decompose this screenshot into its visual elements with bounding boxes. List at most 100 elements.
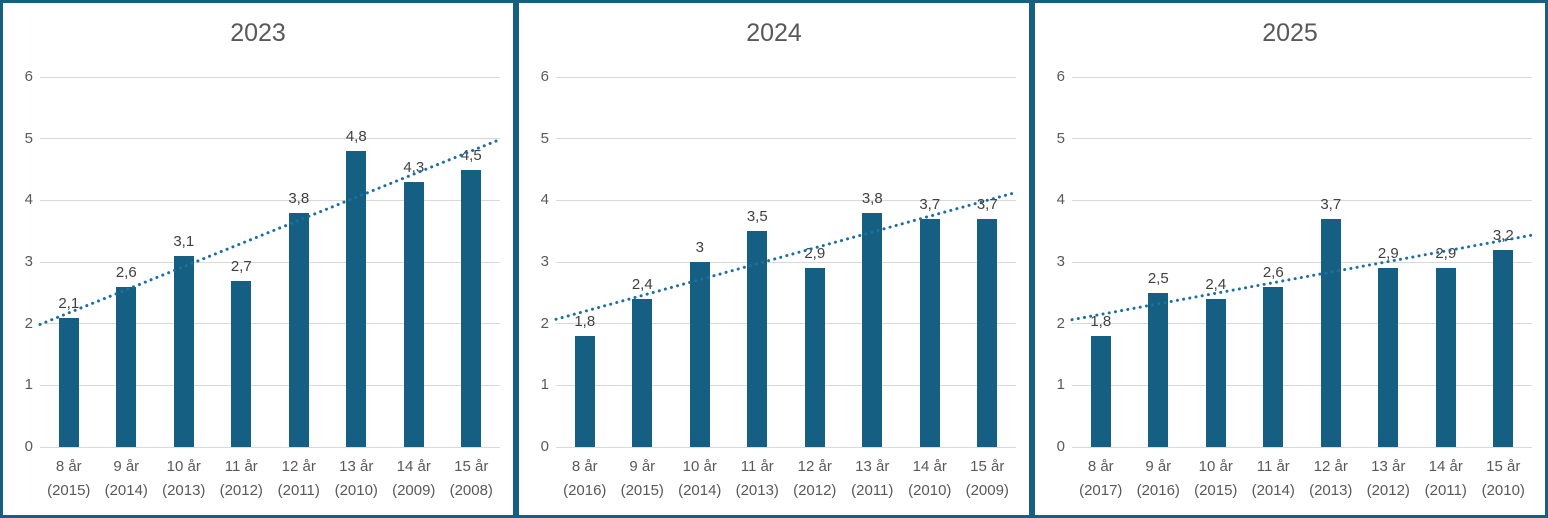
bar-13-år[interactable] <box>1378 268 1399 447</box>
x-axis-label-age: 11 år <box>224 458 258 475</box>
x-axis-label-year: (2012) <box>1366 482 1410 499</box>
x-axis-label-year: (2012) <box>219 482 263 499</box>
gridline-y3 <box>556 261 1016 263</box>
y-axis-tick-label: 1 <box>24 376 33 394</box>
bar-8-år[interactable] <box>574 336 595 447</box>
bar-13-år[interactable] <box>346 151 367 447</box>
x-axis-label-age: 12 år <box>1313 458 1348 475</box>
bar-15-år[interactable] <box>1493 249 1514 447</box>
gridline-y1 <box>1072 384 1532 386</box>
data-label: 2,6 <box>115 263 137 281</box>
plot-area-2023: 2,1 2,6 3,1 2,7 3,8 4,8 4,3 4,5 <box>38 76 502 448</box>
chart-panel-2024[interactable]: 2024 1,8 2,4 3 3,5 2,9 3,8 3,7 3,7 0 1 2 3 4 5 6 8 år (… <box>516 0 1032 518</box>
bar-10-år[interactable] <box>689 262 710 447</box>
bar-12-år[interactable] <box>288 212 309 447</box>
y-axis-tick-label: 0 <box>24 438 33 455</box>
data-label: 2,9 <box>1377 245 1399 263</box>
y-axis-tick-label: 0 <box>1056 438 1065 455</box>
gridline-y6 <box>1072 76 1532 78</box>
x-axis-category-label: 8 år (2015) <box>47 455 90 503</box>
bar-11-år[interactable] <box>1263 286 1284 447</box>
bar-10-år[interactable] <box>1205 299 1226 447</box>
data-label: 2,7 <box>230 257 252 275</box>
x-axis-category-label: 10 år (2014) <box>678 455 721 503</box>
gridline-y5 <box>40 138 500 140</box>
x-axis-label-age: 8 år <box>571 458 598 475</box>
data-label: 4,8 <box>345 128 367 145</box>
x-axis-category-label: 8 år (2017) <box>1079 455 1122 503</box>
bar-14-år[interactable] <box>919 218 940 447</box>
data-label: 3,8 <box>861 189 883 207</box>
bar-13-år[interactable] <box>862 212 883 447</box>
y-axis-tick-label: 3 <box>540 253 549 270</box>
data-label: 3,1 <box>173 232 195 250</box>
bar-14-år[interactable] <box>1435 268 1456 447</box>
x-axis-label-year: (2017) <box>1079 482 1123 499</box>
bar-15-år[interactable] <box>977 218 998 447</box>
x-axis-label-year: (2013) <box>735 482 779 499</box>
x-axis-category-label: 11 år (2014) <box>1252 455 1295 503</box>
x-axis-label-year: (2016) <box>563 482 607 499</box>
x-axis-label-age: 9 år <box>113 458 140 475</box>
plot-area-2024: 1,8 2,4 3 3,5 2,9 3,8 3,7 3,7 <box>554 76 1018 448</box>
x-axis-category-label: 10 år (2015) <box>1194 455 1237 503</box>
y-axis-tick-label: 1 <box>1056 376 1065 394</box>
x-axis-category-label: 14 år (2011) <box>1425 455 1467 503</box>
x-axis-label-year: (2016) <box>1136 482 1180 499</box>
gridline-y4 <box>1072 199 1532 201</box>
chart-title-2023: 2023 <box>230 19 286 47</box>
y-axis-tick-label: 6 <box>540 68 549 85</box>
data-label: 2,4 <box>631 276 653 293</box>
data-label: 1,8 <box>574 313 596 330</box>
x-axis-category-label: 13 år (2010) <box>335 455 378 503</box>
x-axis-category-label: 15 år (2009) <box>966 455 1009 503</box>
x-axis-label-age: 13 år <box>339 458 374 475</box>
trendline-dotted <box>554 190 1018 321</box>
x-axis-label-age: 12 år <box>797 458 832 475</box>
x-axis-category-label: 9 år (2016) <box>1137 455 1180 503</box>
bar-12-år[interactable] <box>1320 218 1341 447</box>
x-axis-category-label: 13 år (2012) <box>1367 455 1410 503</box>
x-axis-label-age: 13 år <box>1371 458 1406 475</box>
data-label: 2,9 <box>804 245 826 263</box>
x-axis-label-age: 15 år <box>970 458 1005 475</box>
x-axis-label-year: (2012) <box>793 482 837 499</box>
gridline-y2 <box>1072 323 1532 325</box>
bar-11-år[interactable] <box>231 280 252 447</box>
plot-area-2025: 1,8 2,5 2,4 2,6 3,7 2,9 2,9 3,2 <box>1070 76 1534 448</box>
gridline-y5 <box>1072 138 1532 140</box>
bar-9-år[interactable] <box>632 299 653 447</box>
bar-15-år[interactable] <box>461 169 482 447</box>
x-axis-category-label: 14 år (2009) <box>392 455 435 503</box>
x-axis-label-year: (2014) <box>1251 482 1295 499</box>
bar-9-år[interactable] <box>116 286 137 447</box>
y-axis-tick-label: 1 <box>540 376 549 394</box>
gridline-y6 <box>556 76 1016 78</box>
y-axis-tick-label: 4 <box>24 191 33 209</box>
gridline-y0 <box>556 446 1016 448</box>
bar-12-år[interactable] <box>804 268 825 447</box>
x-axis-label-age: 9 år <box>1145 458 1172 475</box>
x-axis-label-age: 8 år <box>1087 458 1114 475</box>
bar-9-år[interactable] <box>1148 292 1169 447</box>
bar-8-år[interactable] <box>58 317 79 447</box>
x-axis-label-age: 14 år <box>396 458 431 475</box>
x-axis-category-label: 8 år (2016) <box>563 455 606 503</box>
bar-11-år[interactable] <box>747 231 768 447</box>
y-axis-tick-label: 2 <box>24 314 33 332</box>
chart-title-2025: 2025 <box>1262 19 1318 47</box>
x-axis-label-age: 14 år <box>1428 458 1463 475</box>
bar-14-år[interactable] <box>403 181 424 447</box>
x-axis-category-label: 9 år (2014) <box>105 455 148 503</box>
x-axis-category-label: 13 år (2011) <box>851 455 893 503</box>
y-axis-tick-label: 6 <box>1056 68 1065 85</box>
x-axis-label-age: 12 år <box>281 458 316 475</box>
bar-10-år[interactable] <box>173 255 194 447</box>
x-axis-label-age: 11 år <box>740 458 774 475</box>
x-axis-label-age: 9 år <box>629 458 656 475</box>
bar-8-år[interactable] <box>1090 336 1111 447</box>
data-label: 2,5 <box>1147 269 1169 287</box>
y-axis-tick-label: 5 <box>1056 129 1065 147</box>
